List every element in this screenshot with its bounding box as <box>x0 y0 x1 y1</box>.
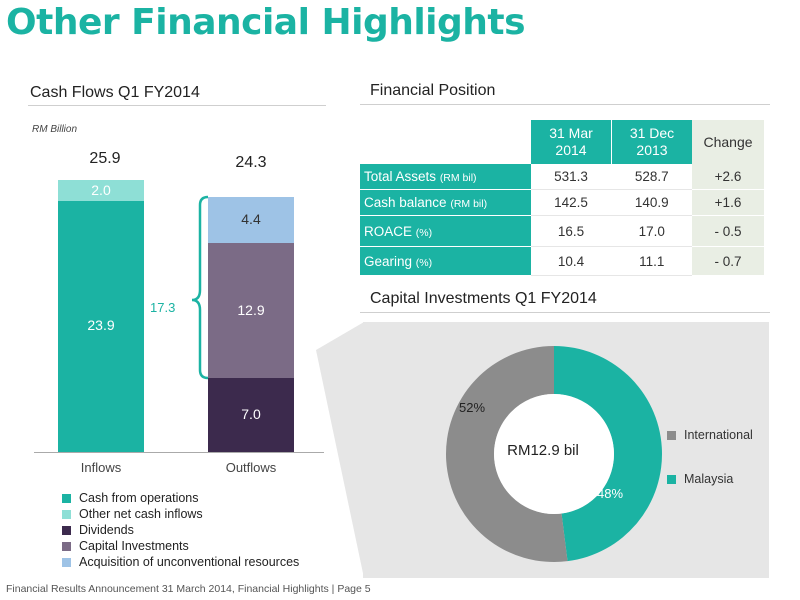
legend-label: Capital Investments <box>79 539 189 553</box>
x-axis-line <box>34 452 324 453</box>
page-title: Other Financial Highlights <box>6 2 526 43</box>
legend-label: Dividends <box>79 523 134 537</box>
donut-slice-malaysia <box>554 346 663 562</box>
bar-segment-capital-investments: 12.9 <box>208 243 294 379</box>
cash-flows-unit: RM Billion <box>32 124 78 135</box>
bar-value-label: 2.0 <box>91 181 111 198</box>
legend-label: Cash from operations <box>79 491 199 505</box>
row-label-unit: (%) <box>415 226 433 239</box>
cell-change: - 0.7 <box>692 246 764 276</box>
cell-change: +1.6 <box>692 189 764 216</box>
legend-item-capital-investments: Capital Investments <box>62 538 299 554</box>
outflows-total-label: 24.3 <box>235 154 267 171</box>
financial-position-table: 31 Mar 2014 31 Dec 2013 Change Total Ass… <box>360 120 764 276</box>
page-footer: Financial Results Announcement 31 March … <box>6 583 371 595</box>
row-label-unit: (RM bil) <box>439 172 477 184</box>
capex-bracket <box>191 195 209 380</box>
donut-slice-international <box>446 346 568 562</box>
table-row: Total Assets (RM bil) 531.3 528.7 +2.6 <box>360 164 764 190</box>
col-header-change: Change <box>692 120 764 164</box>
capital-investments-title: Capital Investments Q1 FY2014 <box>370 290 597 307</box>
row-label-text: Gearing <box>364 253 413 269</box>
legend-item-cash-from-operations: Cash from operations <box>62 490 299 506</box>
cell-mar: 531.3 <box>530 164 612 190</box>
legend-item-acquisition: Acquisition of unconventional resources <box>62 554 299 570</box>
bar-value-label: 12.9 <box>237 301 265 318</box>
pie-legend-malaysia: Malaysia <box>667 472 733 486</box>
table-corner <box>360 120 531 164</box>
legend-swatch <box>667 474 676 484</box>
cash-flows-title: Cash Flows Q1 FY2014 <box>30 84 200 101</box>
row-label: Cash balance (RM bil) <box>360 189 531 216</box>
donut-hole <box>494 394 614 514</box>
bar-value-label: 7.0 <box>241 406 261 423</box>
cell-mar: 16.5 <box>530 215 612 247</box>
financial-position-title: Financial Position <box>370 82 496 99</box>
bar-value-label: 23.9 <box>87 317 115 334</box>
table-row: Cash balance (RM bil) 142.5 140.9 +1.6 <box>360 189 764 216</box>
inflows-total-label: 25.9 <box>89 150 121 167</box>
slice-label-international: 52% <box>459 400 486 415</box>
legend-item-dividends: Dividends <box>62 522 299 538</box>
legend-item-other-net-cash-inflows: Other net cash inflows <box>62 506 299 522</box>
category-outflows: Outflows <box>225 460 277 475</box>
legend-label: International <box>684 428 753 442</box>
cell-mar: 142.5 <box>530 189 612 216</box>
financial-position-rule <box>360 104 770 105</box>
col-header-mar: 31 Mar 2014 <box>530 120 612 164</box>
row-label-text: ROACE <box>364 223 413 239</box>
cell-mar: 10.4 <box>530 246 612 276</box>
donut-center-label: RM12.9 bil <box>507 442 579 459</box>
bar-segment-acquisition-of-unconventional-resources: 4.4 <box>208 196 294 243</box>
col-header-dec: 31 Dec 2013 <box>611 120 692 164</box>
legend-swatch <box>62 557 71 567</box>
cell-dec: 528.7 <box>611 164 692 190</box>
category-inflows: Inflows <box>80 460 122 475</box>
legend-swatch <box>667 430 676 440</box>
cash-flows-legend: Cash from operations Other net cash infl… <box>62 490 299 570</box>
legend-swatch <box>62 509 71 519</box>
legend-label: Malaysia <box>684 472 734 486</box>
legend-label: Other net cash inflows <box>79 507 203 521</box>
col-header-dec-label: 31 Dec 2013 <box>629 125 675 158</box>
cell-dec: 140.9 <box>611 189 692 216</box>
legend-swatch <box>62 493 71 503</box>
row-label: Total Assets (RM bil) <box>360 164 531 190</box>
legend-swatch <box>62 525 71 535</box>
legend-swatch <box>62 541 71 551</box>
cell-change: - 0.5 <box>692 215 764 247</box>
row-label: Gearing (%) <box>360 246 531 276</box>
bar-segment-cash-from-operations: 23.9 <box>58 201 144 452</box>
cash-flows-rule <box>28 105 326 106</box>
row-label-text: Total Assets <box>364 169 437 184</box>
bracket-label: 17.3 <box>150 300 176 315</box>
cell-dec: 17.0 <box>611 215 692 247</box>
legend-label: Acquisition of unconventional resources <box>79 555 300 569</box>
row-label-unit: (%) <box>415 256 433 269</box>
col-header-mar-label: 31 Mar 2014 <box>549 125 593 158</box>
capital-investments-donut <box>446 346 663 562</box>
cell-change: +2.6 <box>692 164 764 190</box>
pie-legend-international: International <box>667 428 753 442</box>
bar-segment-other-net-cash-inflows: 2.0 <box>58 180 144 201</box>
table-header-row: 31 Mar 2014 31 Dec 2013 Change <box>360 120 764 164</box>
table-row: Gearing (%) 10.4 11.1 - 0.7 <box>360 246 764 276</box>
table-row: ROACE (%) 16.5 17.0 - 0.5 <box>360 215 764 247</box>
capital-investments-rule <box>360 312 770 313</box>
row-label-unit: (RM bil) <box>450 198 488 210</box>
bar-segment-dividends: 7.0 <box>208 378 294 452</box>
row-label: ROACE (%) <box>360 215 531 247</box>
slice-label-malaysia: 48% <box>597 486 624 501</box>
row-label-text: Cash balance <box>364 195 447 210</box>
bar-value-label: 4.4 <box>241 210 261 227</box>
cell-dec: 11.1 <box>611 246 692 276</box>
